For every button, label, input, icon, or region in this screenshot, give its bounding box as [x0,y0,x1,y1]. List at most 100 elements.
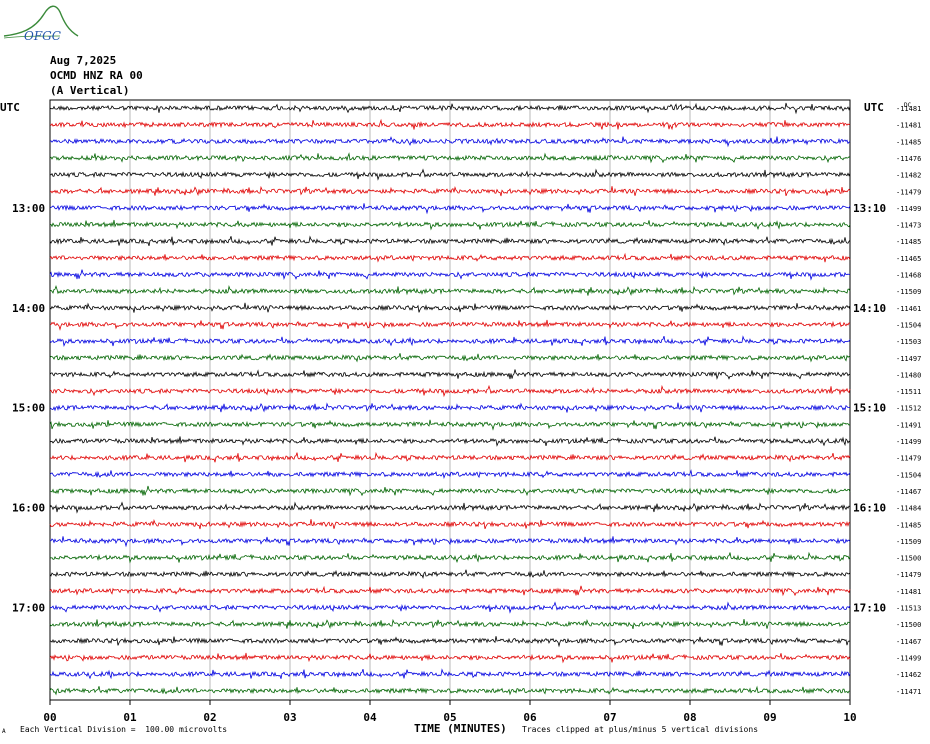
trace-row-21 [49,451,851,463]
trace-row-27 [49,551,851,564]
dc-offset-5: -11479 [896,188,921,196]
dc-offset-29: -11481 [896,588,921,596]
x-tick-label: 09 [763,711,776,724]
right-tz-label: UTC [864,101,884,114]
left-time-label: 14:00 [12,302,45,315]
left-time-label: 16:00 [12,502,45,515]
trace-row-19 [49,419,851,431]
left-time-label: 15:00 [12,402,45,415]
logo-swoosh [3,5,79,37]
dc-offset-34: -11462 [896,671,921,679]
left-time-label: 13:00 [12,202,45,215]
trace-row-17 [49,384,851,398]
trace-row-30 [49,601,851,614]
right-time-label: 14:10 [853,302,886,315]
trace-row-15 [49,353,851,363]
dc-offset-4: -11482 [896,172,921,180]
dc-offset-15: -11497 [896,355,921,363]
trace-row-20 [49,436,851,447]
trace-row-14 [49,335,851,347]
trace-row-34 [49,668,851,680]
clip-note: Traces clipped at plus/minus 5 vertical … [522,725,759,734]
right-time-label: 15:10 [853,402,886,415]
trace-row-0 [49,102,851,115]
dc-offset-24: -11484 [896,505,921,513]
dc-offset-23: -11467 [896,488,921,496]
trace-row-2 [49,136,851,148]
trace-row-28 [49,569,851,580]
dc-offset-10: -11468 [896,272,921,280]
right-time-label: 16:10 [853,502,886,515]
scale-note: Each Vertical Division = 100.00 microvol… [20,725,228,734]
x-tick-label: 03 [283,711,296,724]
trace-row-1 [49,118,851,131]
dc-offset-18: -11512 [896,405,921,413]
dc-offset-11: -11509 [896,288,921,296]
trace-row-5 [50,185,851,197]
station-code: OCMD HNZ RA 00 [50,69,143,82]
dc-offset-26: -11509 [896,538,921,546]
dc-offset-1: -11481 [896,122,921,130]
trace-row-23 [49,485,851,497]
dc-offset-17: -11511 [896,388,921,396]
trace-row-22 [49,469,851,479]
x-tick-label: 08 [683,711,696,724]
component-label: (A Vertical) [50,84,130,97]
x-tick-label: 02 [203,711,216,724]
dc-offset-35: -11471 [896,688,921,696]
dc-offset-31: -11500 [896,621,921,629]
trace-row-16 [49,369,851,380]
x-tick-label: 01 [123,711,137,724]
plot-date: Aug 7,2025 [50,54,117,67]
dc-offset-7: -11473 [896,222,921,230]
dc-offset-14: -11503 [896,338,921,346]
trace-row-10 [49,269,851,281]
trace-row-3 [49,152,851,164]
trace-row-7 [49,219,851,231]
dc-offset-9: -11465 [896,255,921,263]
left-time-label: 17:00 [12,602,45,615]
x-axis-title: TIME (MINUTES) [414,722,507,735]
dc-label: DC [904,102,912,109]
trace-row-35 [49,685,851,696]
dc-offset-27: -11500 [896,555,921,563]
dc-offset-16: -11480 [896,371,921,379]
x-tick-label: 06 [523,711,537,724]
dc-offset-25: -11485 [896,521,921,529]
dc-offset-19: -11491 [896,421,921,429]
dc-offset-12: -11461 [896,305,921,313]
dc-offset-6: -11499 [896,205,921,213]
dc-offset-28: -11479 [896,571,921,579]
dc-offset-33: -11499 [896,654,921,662]
dc-offset-0: -11481 [896,105,921,113]
trace-row-6 [49,203,851,215]
trace-row-8 [49,235,851,247]
dc-offset-20: -11499 [896,438,921,446]
dc-offset-32: -11467 [896,638,921,646]
x-tick-label: 05 [443,711,456,724]
trace-row-9 [49,252,851,263]
right-time-label: 17:10 [853,602,886,615]
footer-mark: A [2,728,6,735]
left-tz-label: UTC [0,101,20,114]
trace-row-33 [49,652,851,664]
x-tick-label: 07 [603,711,616,724]
x-tick-label: 10 [843,711,856,724]
trace-row-4 [49,168,851,181]
trace-row-18 [49,402,851,413]
trace-row-31 [49,618,851,630]
trace-row-24 [49,501,851,514]
trace-row-32 [49,636,851,648]
x-tick-label: 04 [363,711,377,724]
logo-text: OFGC [24,29,61,43]
trace-row-25 [49,519,851,530]
trace-row-12 [49,302,851,313]
x-tick-label: 00 [43,711,56,724]
trace-row-11 [49,284,851,297]
dc-offset-30: -11513 [896,605,921,613]
trace-row-26 [49,536,851,548]
trace-row-29 [49,585,851,597]
ofgc-logo: OFGC [3,5,79,43]
dc-offset-3: -11476 [896,155,921,163]
